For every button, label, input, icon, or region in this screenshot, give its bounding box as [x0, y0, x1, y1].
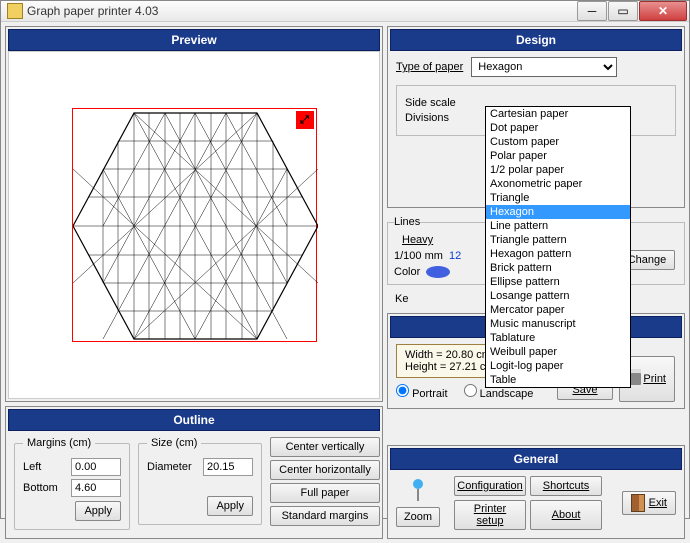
dropdown-option[interactable]: Hexagon — [486, 205, 630, 219]
divisions-label: Divisions — [405, 112, 465, 124]
configuration-button[interactable]: Configuration — [454, 476, 526, 496]
size-fieldset: Size (cm) Diameter Apply — [138, 437, 262, 525]
mm-label: 1/100 mm — [394, 250, 443, 262]
dropdown-option[interactable]: Triangle — [486, 191, 630, 205]
dropdown-option[interactable]: Weibull paper — [486, 345, 630, 359]
dropdown-option[interactable]: Music manuscript — [486, 317, 630, 331]
dropdown-option[interactable]: Axonometric paper — [486, 177, 630, 191]
shortcuts-button[interactable]: Shortcuts — [530, 476, 602, 496]
paper-outline: ⤢ — [72, 108, 317, 342]
bottom-label: Bottom — [23, 482, 65, 494]
page-height: Height = 27.21 cm — [405, 361, 495, 373]
about-button[interactable]: About — [530, 500, 602, 530]
dropdown-option[interactable]: Custom paper — [486, 135, 630, 149]
center-vertically-button[interactable]: Center vertically — [270, 437, 380, 457]
apply-margins-button[interactable]: Apply — [75, 501, 121, 521]
zoom-button[interactable]: Zoom — [396, 507, 440, 527]
dropdown-option[interactable]: Tablature — [486, 331, 630, 345]
pushpin-icon — [408, 479, 428, 507]
color-swatch[interactable] — [426, 266, 450, 278]
color-label: Color — [394, 266, 420, 278]
window-title: Graph paper printer 4.03 — [27, 4, 577, 18]
diameter-input[interactable] — [203, 458, 253, 476]
apply-size-button[interactable]: Apply — [207, 496, 253, 516]
lines-legend: Lines — [394, 216, 420, 228]
standard-margins-button[interactable]: Standard margins — [270, 506, 380, 526]
app-icon — [7, 3, 23, 19]
preview-header: Preview — [8, 29, 380, 51]
dropdown-option[interactable]: Polar paper — [486, 149, 630, 163]
page-width: Width = 20.80 cm — [405, 349, 495, 361]
dropdown-option[interactable]: Cartesian paper — [486, 107, 630, 121]
door-icon — [631, 494, 645, 512]
size-legend: Size (cm) — [147, 437, 201, 449]
resize-icon[interactable]: ⤢ — [296, 111, 314, 129]
maximize-button[interactable]: ▭ — [608, 1, 638, 21]
minimize-button[interactable]: ─ — [577, 1, 607, 21]
heavy-label: Heavy — [402, 234, 433, 246]
general-header: General — [390, 448, 682, 470]
dropdown-option[interactable]: Hexagon pattern — [486, 247, 630, 261]
margins-legend: Margins (cm) — [23, 437, 95, 449]
bottom-input[interactable] — [71, 479, 121, 497]
center-horizontally-button[interactable]: Center horizontally — [270, 460, 380, 480]
dropdown-option[interactable]: Dot paper — [486, 121, 630, 135]
dropdown-option[interactable]: Table — [486, 373, 630, 387]
mm-value[interactable]: 12 — [449, 250, 461, 262]
margins-fieldset: Margins (cm) Left Bottom Apply — [14, 437, 130, 530]
design-header: Design — [390, 29, 682, 51]
dropdown-option[interactable]: 1/2 polar paper — [486, 163, 630, 177]
close-button[interactable]: ✕ — [639, 1, 687, 21]
side-scale-label: Side scale — [405, 97, 465, 109]
left-label: Left — [23, 461, 65, 473]
type-of-paper-select[interactable]: Hexagon — [471, 57, 617, 77]
dropdown-option[interactable]: Ellipse pattern — [486, 275, 630, 289]
dropdown-option[interactable]: Logit-log paper — [486, 359, 630, 373]
type-dropdown-list[interactable]: Cartesian paperDot paperCustom paperPola… — [485, 106, 631, 388]
keep-label: Ke — [395, 293, 408, 305]
printer-setup-button[interactable]: Printer setup — [454, 500, 526, 530]
type-of-paper-label: Type of paper — [396, 61, 463, 73]
exit-button[interactable]: Exit — [622, 491, 676, 515]
dropdown-option[interactable]: Triangle pattern — [486, 233, 630, 247]
dropdown-option[interactable]: Line pattern — [486, 219, 630, 233]
left-input[interactable] — [71, 458, 121, 476]
portrait-radio[interactable]: Portrait — [396, 384, 448, 400]
hexagon-preview — [73, 109, 318, 343]
full-paper-button[interactable]: Full paper — [270, 483, 380, 503]
outline-header: Outline — [8, 409, 380, 431]
dropdown-option[interactable]: Losange pattern — [486, 289, 630, 303]
titlebar: Graph paper printer 4.03 ─ ▭ ✕ — [1, 1, 689, 22]
dropdown-option[interactable]: Mercator paper — [486, 303, 630, 317]
dropdown-option[interactable]: Brick pattern — [486, 261, 630, 275]
preview-area: ⤢ — [8, 51, 380, 399]
diameter-label: Diameter — [147, 461, 197, 473]
